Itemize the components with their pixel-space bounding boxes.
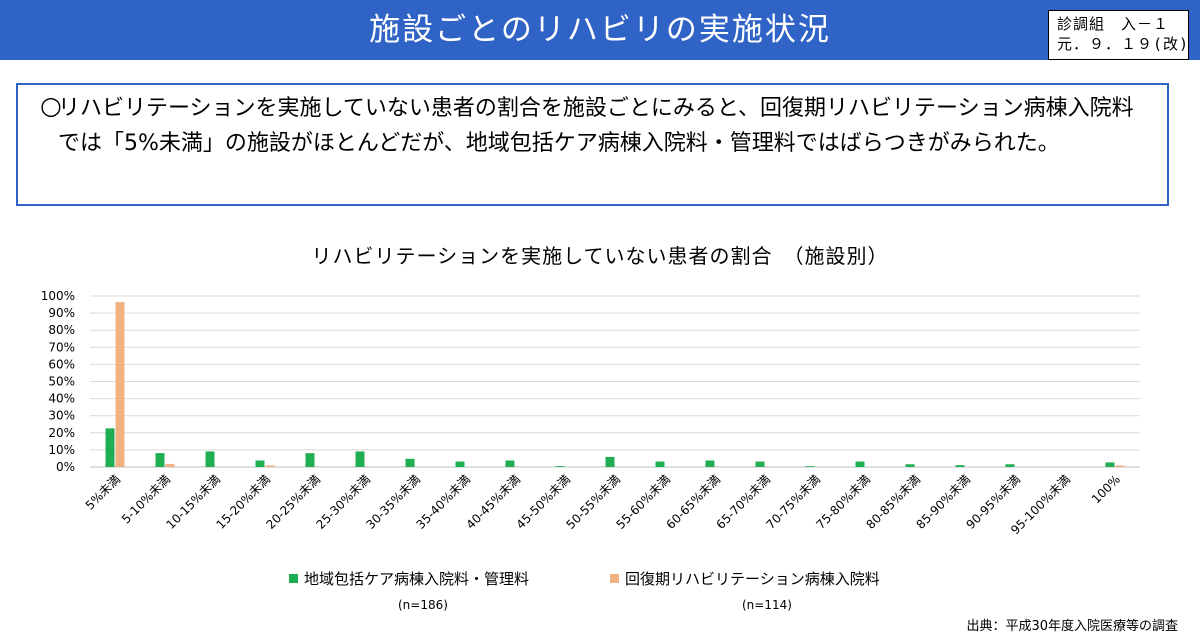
bar-series-1 (555, 466, 565, 467)
bar-series-1 (1005, 464, 1015, 467)
bar-series-1 (255, 460, 265, 467)
chart-title: リハビリテーションを実施していない患者の割合 （施設別） (311, 244, 889, 268)
page-title: 施設ごとのリハビリの実施状況 (369, 12, 831, 48)
legend-swatch-series-2 (610, 574, 619, 583)
legend-n-series-1: (n=186) (398, 598, 448, 612)
y-tick-label: 50% (48, 375, 75, 389)
x-tick-label: 5%未満 (83, 472, 123, 512)
source-note: 出典：平成30年度入院医療等の調査 (966, 619, 1178, 634)
summary-box (16, 83, 1169, 206)
legend-label-series-2: 回復期リハビリテーション病棟入院料 (625, 570, 880, 588)
x-tick-label: 5-10%未満 (119, 472, 173, 526)
bar-series-1 (105, 428, 115, 467)
bar-series-1 (905, 464, 915, 467)
title-bar (0, 0, 1200, 60)
y-tick-label: 40% (48, 392, 75, 406)
bar-series-1 (705, 460, 715, 467)
bar-series-1 (605, 456, 615, 467)
legend-swatch-series-1 (289, 574, 298, 583)
bar-series-1 (505, 460, 515, 467)
bar-series-1 (405, 458, 415, 467)
bar-series-1 (755, 461, 765, 467)
bar-series-1 (1105, 462, 1115, 467)
y-tick-label: 30% (48, 409, 75, 423)
y-tick-label: 70% (48, 340, 75, 354)
bar-series-2 (165, 463, 175, 467)
legend-item-series-2: 回復期リハビリテーション病棟入院料 (610, 568, 880, 589)
bar-series-1 (655, 461, 665, 467)
y-tick-label: 60% (48, 357, 75, 371)
legend-n-series-2: (n=114) (742, 598, 792, 612)
x-tick-label: 100% (1089, 472, 1123, 506)
document-code-box: 診調組 入－１ 元．９．１９(改) (1048, 10, 1189, 60)
legend-item-series-1: 地域包括ケア病棟入院料・管理料 (289, 568, 529, 589)
bar-series-1 (455, 461, 465, 467)
y-tick-label: 90% (48, 306, 75, 320)
summary-bullet: ○ (40, 91, 62, 120)
bar-series-2 (265, 465, 275, 467)
bar-series-1 (805, 466, 815, 467)
legend-label-series-1: 地域包括ケア病棟入院料・管理料 (304, 570, 530, 588)
y-tick-label: 10% (48, 443, 75, 457)
y-tick-label: 100% (41, 289, 75, 303)
y-tick-label: 80% (48, 323, 75, 337)
document-code-line1: 診調組 入－１ (1057, 15, 1170, 33)
y-tick-label: 20% (48, 426, 75, 440)
y-tick-label: 0% (56, 460, 75, 474)
bar-series-1 (205, 451, 215, 467)
bar-series-1 (855, 461, 865, 467)
bar-series-1 (155, 453, 165, 467)
bar-series-2 (1115, 465, 1125, 467)
bar-series-1 (355, 451, 365, 467)
bar-series-1 (305, 453, 315, 467)
summary-text: リハビリテーションを実施していない患者の割合を施設ごとにみると、回復期リハビリテ… (58, 96, 1134, 156)
bar-series-1 (955, 465, 965, 467)
document-code-line2: 元．９．１９(改) (1057, 35, 1190, 53)
bar-series-2 (115, 301, 125, 467)
